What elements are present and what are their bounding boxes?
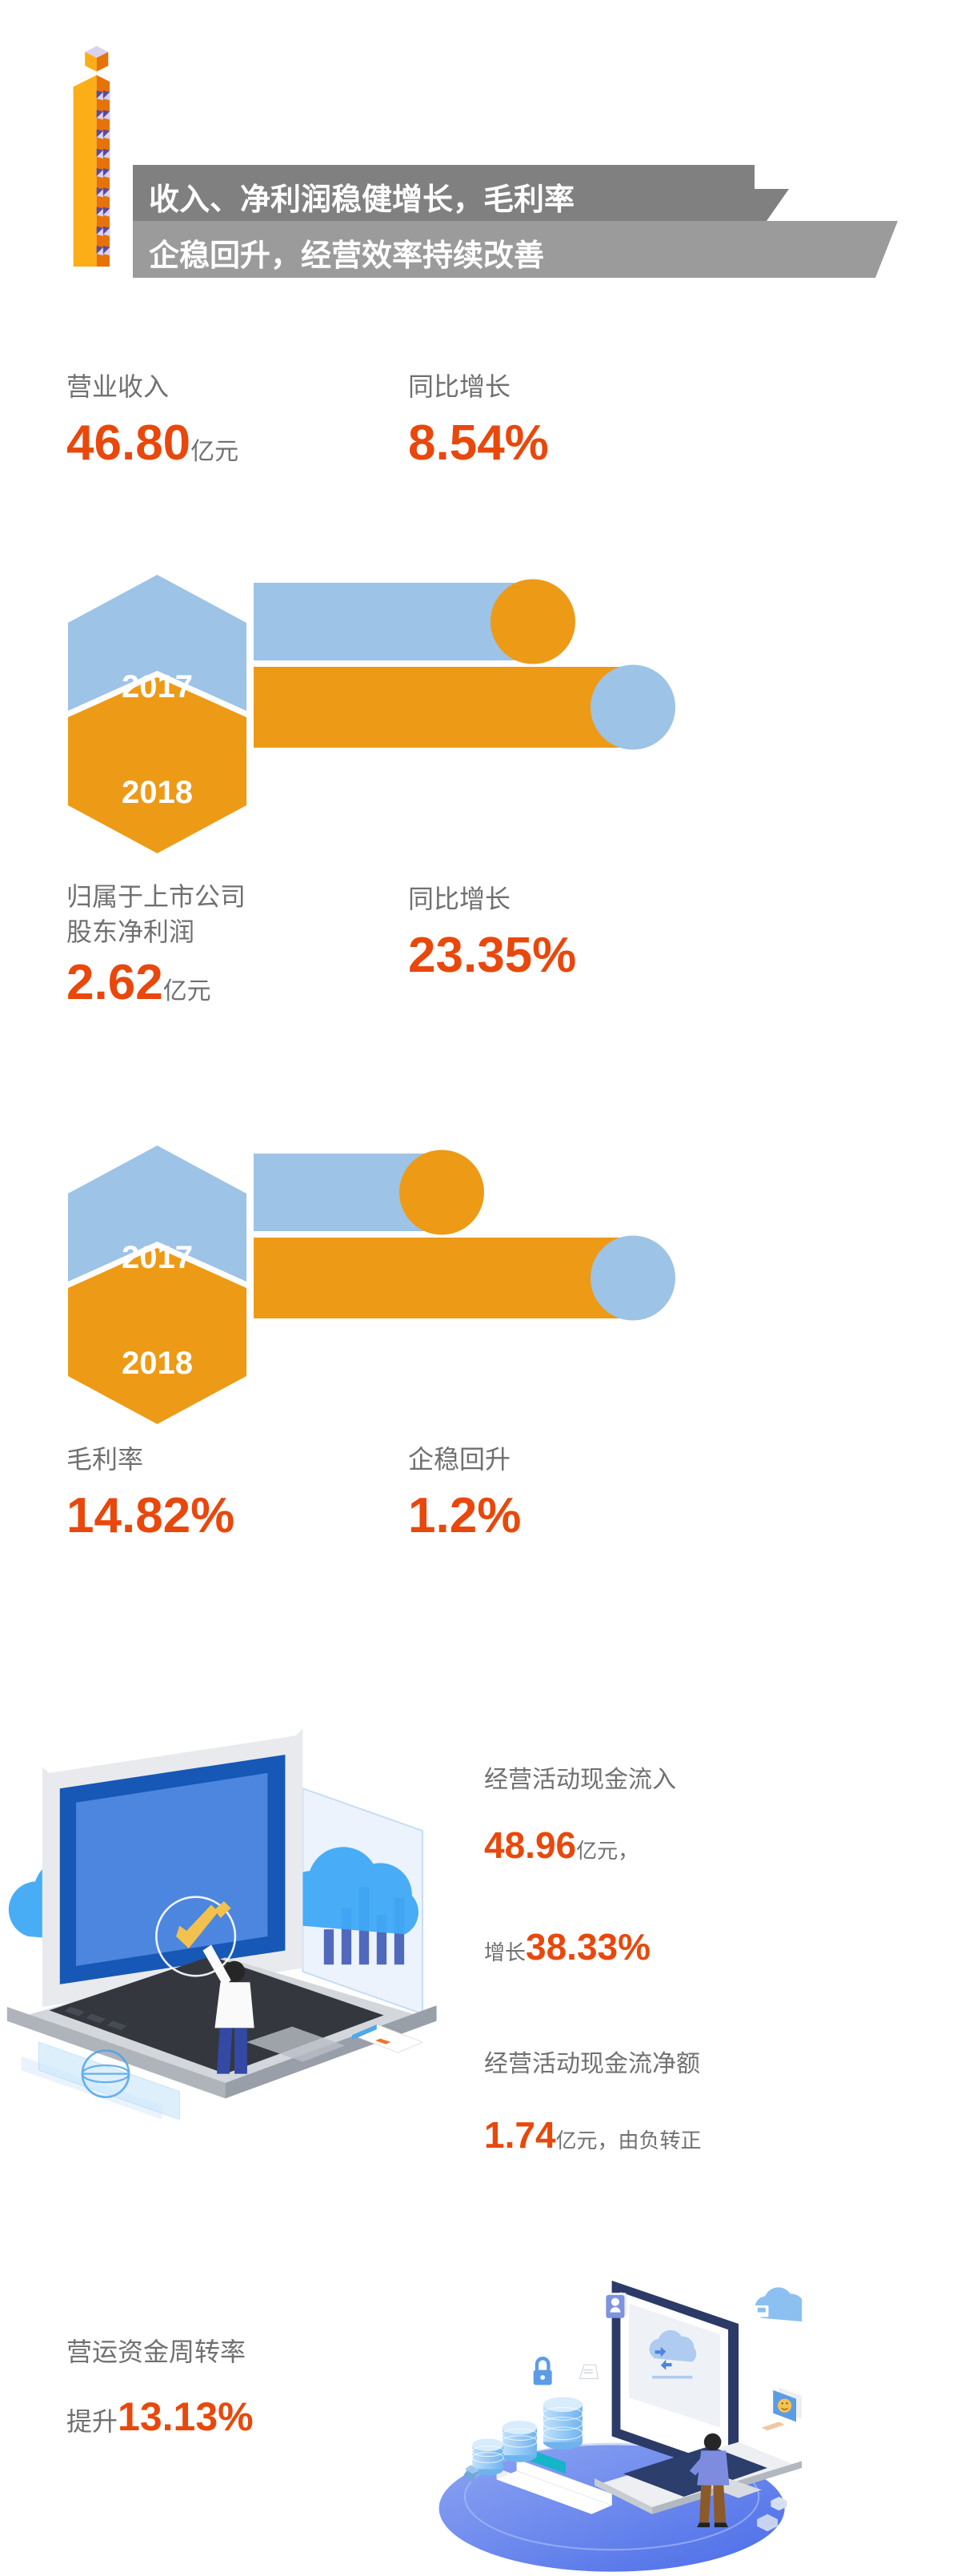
- svg-text:2017: 2017: [122, 669, 193, 704]
- svg-text:2017: 2017: [122, 1240, 193, 1275]
- svg-text:2018: 2018: [122, 1346, 193, 1381]
- svg-text:2018: 2018: [122, 775, 193, 810]
